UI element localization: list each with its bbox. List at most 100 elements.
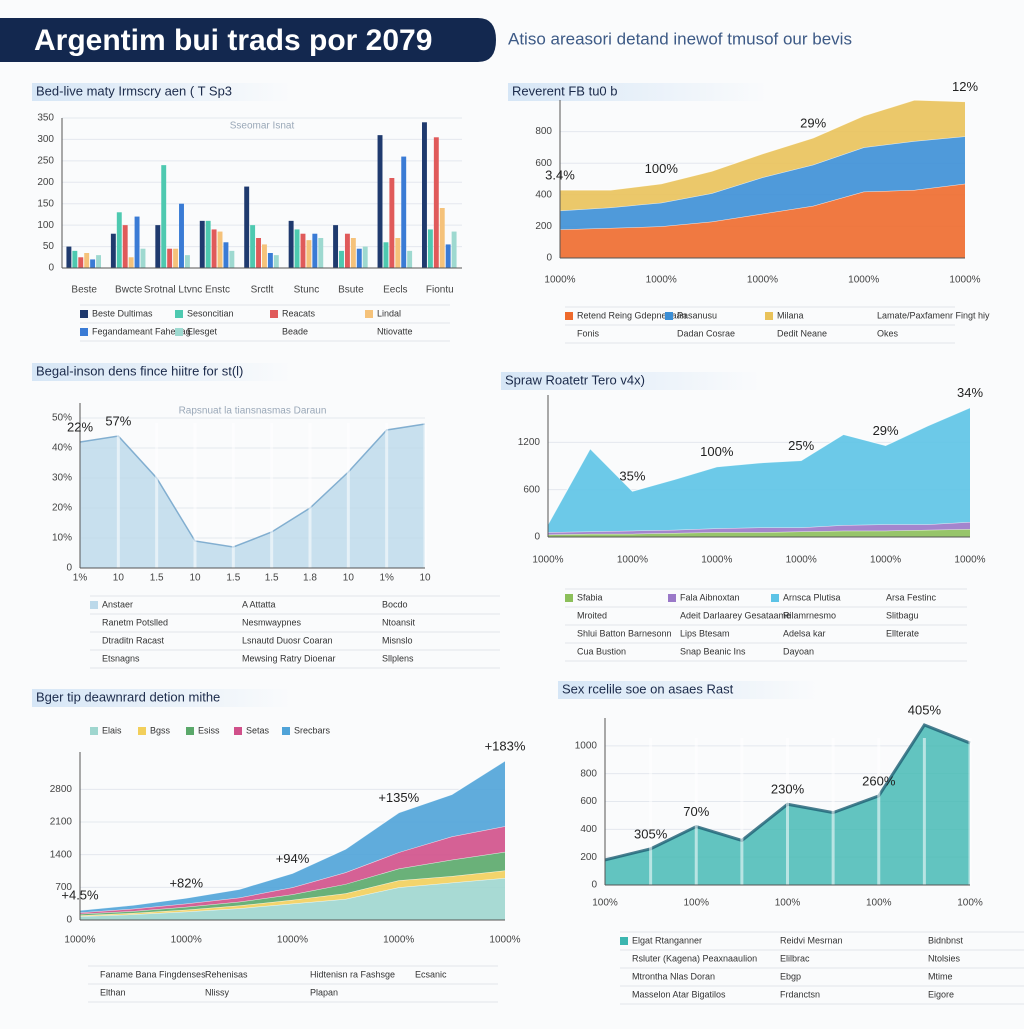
legend-label: Sllplens — [382, 653, 414, 663]
legend-label: Dtraditn Racast — [102, 635, 165, 645]
annotation: 100% — [645, 161, 679, 176]
legend-swatch — [565, 594, 573, 602]
y-tick-label: 50 — [43, 241, 55, 252]
area — [560, 183, 965, 258]
y-tick-label: 700 — [55, 882, 72, 893]
title-bg — [508, 83, 768, 101]
x-tick-label: Enstc — [205, 285, 230, 296]
chart-title: Sex rcelile soe on asaes Rast — [562, 681, 734, 696]
bar — [407, 250, 413, 268]
stripe — [346, 423, 350, 568]
legend-label: Rsluter (Kagena) Peaxnaaulion — [632, 953, 757, 963]
title-bg — [32, 689, 292, 707]
annotation: 230% — [771, 782, 805, 797]
chart-subtitle: Rapsnuat la tiansnasmas Daraun — [179, 406, 327, 417]
bar — [205, 220, 211, 268]
bar — [72, 250, 78, 268]
legend-label: Fonis — [577, 328, 600, 338]
legend-label: Ebgp — [780, 971, 801, 981]
legend-label: Ranetm Potslled — [102, 617, 168, 627]
legend-label: Arsa Festinc — [886, 592, 937, 602]
y-tick-label: 350 — [37, 113, 54, 124]
bar — [179, 203, 184, 268]
y-tick-label: 0 — [591, 880, 597, 891]
legend-label: Mtrontha Nlas Doran — [632, 971, 715, 981]
annotation: +135% — [378, 790, 419, 805]
y-tick-label: 400 — [580, 824, 597, 835]
bar — [300, 233, 306, 268]
legend-label: Rehenisas — [205, 969, 248, 979]
bar — [362, 246, 368, 268]
legend-label: Esiss — [198, 725, 220, 735]
stripe — [308, 423, 312, 568]
legend-swatch — [186, 727, 194, 735]
legend-swatch — [620, 937, 628, 945]
legend-label: Ntolsies — [928, 953, 961, 963]
area — [80, 760, 505, 913]
legend-swatch — [765, 312, 773, 320]
area — [548, 407, 970, 533]
stripe — [385, 423, 389, 568]
stripe — [877, 738, 881, 885]
x-tick-label: 1000% — [747, 275, 778, 286]
legend-swatch — [80, 310, 88, 318]
stripe — [155, 423, 159, 568]
x-tick-label: Fiontu — [426, 285, 454, 296]
bar — [116, 212, 122, 268]
bar — [389, 178, 395, 268]
x-tick-label: 1000% — [870, 555, 901, 566]
y-tick-label: 0 — [546, 253, 552, 264]
legend-label: Rilamrnesmo — [783, 610, 836, 620]
x-tick-label: 1000% — [383, 935, 414, 946]
bar — [273, 255, 279, 268]
annotation: 34% — [957, 385, 983, 400]
legend-label: Masselon Atar Bigatilos — [632, 989, 726, 999]
y-tick-label: 600 — [535, 158, 552, 169]
x-tick-label: 1000% — [949, 275, 980, 286]
annotation: 29% — [800, 115, 826, 130]
y-tick-label: 1000 — [575, 740, 598, 751]
legend-swatch — [365, 310, 373, 318]
y-tick-label: 1400 — [50, 849, 73, 860]
annotation: 35% — [619, 469, 645, 484]
bar — [229, 250, 235, 268]
legend-label: Dayoan — [783, 646, 814, 656]
x-tick-label: 1000% — [954, 555, 985, 566]
y-tick-label: 150 — [37, 198, 54, 209]
y-tick-label: 20% — [52, 503, 72, 514]
annotation: 3.4% — [545, 167, 575, 182]
legend-label: Nesmwaypnes — [242, 617, 302, 627]
legend-label: Fala Aibnoxtan — [680, 592, 740, 602]
chart-title: Begal-inson dens fince hiitre for st(l) — [36, 363, 243, 378]
legend-label: Eigore — [928, 989, 954, 999]
y-tick-label: 800 — [580, 768, 597, 779]
legend-label: Sesoncitian — [187, 308, 234, 318]
y-tick-label: 400 — [535, 189, 552, 200]
x-tick-label: 1000% — [848, 275, 879, 286]
annotation: 260% — [862, 773, 896, 788]
annotation: +82% — [169, 876, 203, 891]
legend-label: Reidvi Mesrnan — [780, 935, 843, 945]
legend-label: Setas — [246, 725, 270, 735]
annotation: 25% — [788, 438, 814, 453]
x-tick-label: Bwcte — [115, 285, 143, 296]
bar — [445, 244, 451, 268]
x-tick-label: 1000% — [171, 935, 202, 946]
stripe — [193, 423, 197, 568]
x-tick-label: 10 — [113, 573, 125, 584]
y-tick-label: 2800 — [50, 784, 73, 795]
y-tick-label: 0 — [66, 563, 72, 574]
y-tick-label: 1200 — [518, 437, 541, 448]
y-tick-label: 50% — [52, 413, 72, 424]
bar — [439, 208, 445, 268]
x-tick-label: 100% — [866, 898, 892, 909]
area — [80, 878, 505, 920]
legend-label: Nlissy — [205, 987, 229, 997]
annotation: 405% — [908, 702, 942, 717]
bar — [217, 231, 223, 268]
bar — [427, 229, 433, 268]
x-tick-label: Bsute — [338, 285, 364, 296]
legend-swatch — [282, 727, 290, 735]
bar — [250, 225, 256, 268]
